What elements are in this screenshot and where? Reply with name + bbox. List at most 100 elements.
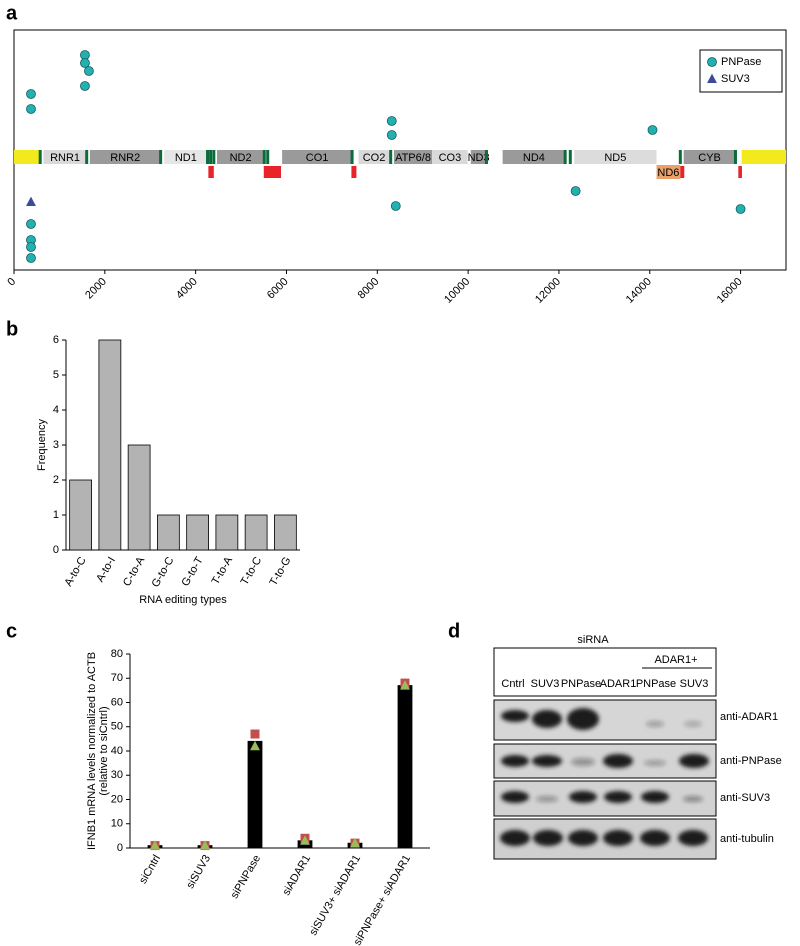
gene-label: CYB [698,152,721,164]
gene-label: CO3 [439,152,462,164]
y-tick-label: 2 [53,474,59,486]
band [532,710,562,728]
band [500,830,530,846]
bar [397,685,413,849]
antibody-label: anti-tubulin [720,833,774,845]
bar [274,514,297,551]
x-tick-label: siSUV3+ siADAR1 [307,853,363,938]
gene [358,150,390,164]
gene-label: CO1 [306,152,329,164]
x-axis-label: RNA editing types [139,594,227,606]
circle-marker [386,130,397,140]
trna-mark [484,150,488,164]
circle-marker [390,201,401,211]
x-tick-label: 8000 [356,276,382,302]
triangle-marker [200,840,210,850]
trna-mark [266,150,270,164]
x-tick-label: 16000 [715,276,745,306]
circle-marker [26,104,36,114]
bar [186,514,209,551]
red-mark [208,166,214,178]
red-mark [680,166,685,178]
y-tick-label: 3 [53,439,59,451]
gene [683,150,736,164]
x-tick-label: siPNPase+ siADAR1 [352,853,414,946]
y-tick-label: 0 [53,544,59,556]
gene [43,150,87,164]
lane-label: SUV3 [531,678,560,690]
bar [98,339,122,551]
noncoding-region [14,150,41,164]
panel-label: c [6,620,17,642]
gene [470,150,487,164]
gene [656,165,681,179]
square-marker [250,729,260,739]
x-tick-label: T-to-G [268,555,294,588]
y-tick-label: 0 [117,842,123,854]
lane-label: PNPase [561,678,601,690]
triangle-marker [300,835,310,845]
y-tick-label: 10 [111,818,123,830]
y-tick-label: 40 [111,745,123,757]
trna-mark [85,150,89,164]
circle-marker [26,253,36,263]
y-tick-label: 1 [53,509,59,521]
triangle-marker [350,837,360,848]
circle-marker [707,57,717,67]
band [603,754,633,768]
gene [164,150,208,164]
band [678,830,708,846]
red-mark [351,166,357,178]
gene [502,150,566,164]
x-tick-label: 4000 [174,276,200,302]
gene [282,150,353,164]
lane-label: ADAR1 [600,678,637,690]
trna-mark [568,150,572,164]
gene-label: ATP6/8 [395,152,431,164]
band [683,796,703,802]
legend-label: PNPase [721,56,761,68]
blot-header-box [493,647,717,697]
lane-label: PNPase [636,678,676,690]
circle-marker [26,89,36,99]
antibody-label: anti-SUV3 [720,792,770,804]
lane-label: SUV3 [680,678,709,690]
band [646,721,664,727]
lane-label: Cntrl [501,678,524,690]
y-tick-label: 80 [111,648,123,660]
bar [247,740,263,849]
western-blot: siRNA ADAR1+ Cntrl SUV3 PNPase ADAR1 PNP… [493,634,782,860]
band [679,754,709,768]
trna-mark [563,150,567,164]
panel-label: d [448,620,460,642]
band [501,791,529,803]
red-mark [738,166,742,178]
triangle-marker [707,73,717,84]
bar [215,514,239,551]
x-tick-label: T-to-C [239,555,265,588]
circle-marker [26,242,36,252]
x-tick-label: 6000 [265,276,291,302]
blot-header: siRNA [577,634,609,646]
band [644,760,666,766]
band [640,830,670,846]
x-tick-label: A-to-C [62,555,88,589]
gene [89,150,161,164]
circle-marker [26,219,36,229]
y-tick-label: 20 [111,793,123,805]
y-tick-label: 6 [53,334,59,346]
band [569,791,597,803]
circle-marker [647,125,658,135]
x-tick-label: 12000 [533,276,563,306]
x-tick-label: A-to-I [94,555,118,584]
trna-mark [262,150,266,164]
y-tick-label: 60 [111,696,123,708]
trna-mark [159,150,163,164]
circle-marker [735,204,746,214]
y-tick-label: 30 [111,769,123,781]
x-tick-label: siADAR1 [280,853,313,898]
noncoding-region [741,150,786,164]
trna-mark [733,150,737,164]
gene [574,150,657,164]
x-tick-label: siCntrl [137,853,163,886]
